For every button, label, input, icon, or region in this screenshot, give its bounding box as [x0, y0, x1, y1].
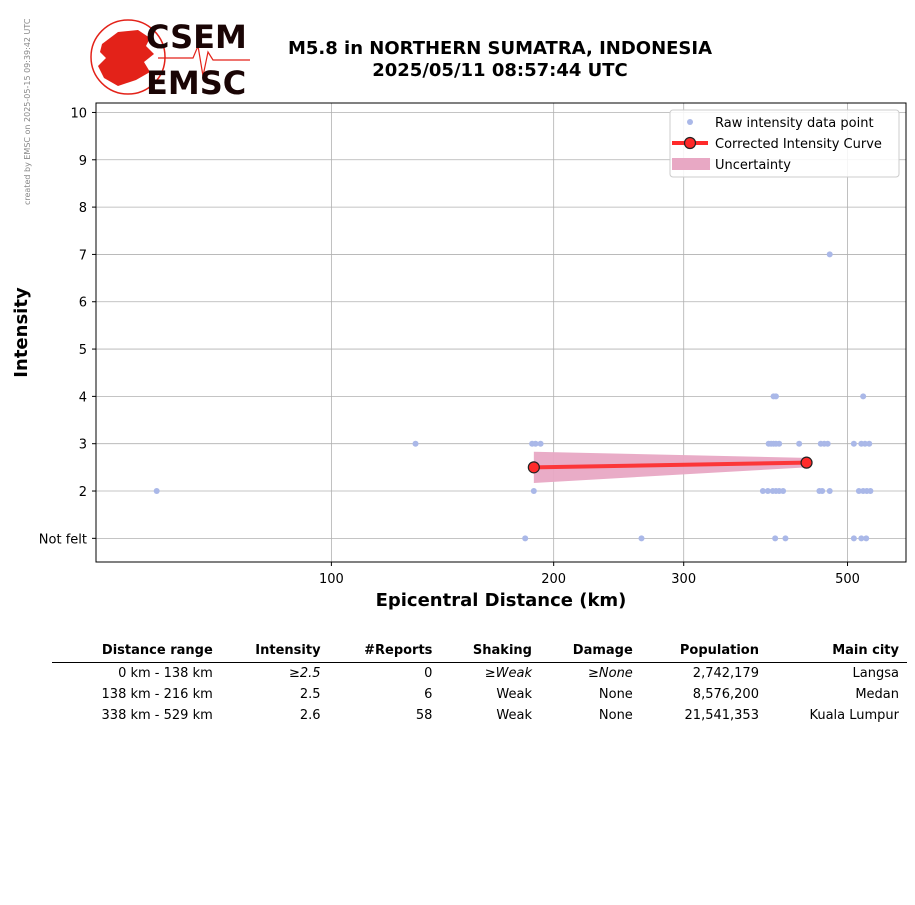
corrected-curve-marker: [800, 456, 813, 469]
cell-damage: None: [598, 708, 633, 723]
cell-damage: ≥None: [588, 666, 633, 681]
raw-data-point: [850, 535, 857, 542]
cell-distance: 138 km - 216 km: [101, 687, 213, 702]
raw-data-point: [530, 488, 537, 495]
logo-text-emsc: EMSC: [146, 64, 246, 102]
col-population: Population: [679, 643, 759, 658]
raw-data-point: [522, 535, 529, 542]
raw-data-point: [819, 488, 826, 495]
y-tick-label: 10: [70, 106, 87, 121]
summary-table: Distance range Intensity #Reports Shakin…: [52, 640, 907, 726]
logo-map: [98, 30, 154, 86]
cell-shaking: Weak: [496, 708, 532, 723]
raw-data-point: [826, 488, 833, 495]
cell-intensity: 2.5: [299, 687, 321, 702]
x-tick-label: 500: [835, 572, 860, 587]
logo-ring: [90, 19, 166, 95]
chart-title-line2: 2025/05/11 08:57:44 UTC: [372, 60, 628, 81]
raw-data-point: [866, 440, 873, 447]
table-header-row: Distance range Intensity #Reports Shakin…: [52, 640, 907, 663]
chart-title-line1: M5.8 in NORTHERN SUMATRA, INDONESIA: [287, 38, 713, 59]
logo-text-csem: CSEM: [146, 18, 247, 56]
raw-data-point: [858, 535, 865, 542]
raw-data-point: [826, 251, 833, 258]
raw-data-point: [855, 488, 862, 495]
cell-shaking: Weak: [496, 687, 532, 702]
x-tick-label: 200: [541, 572, 566, 587]
col-distance: Distance range: [101, 643, 213, 658]
plot-frame: [95, 102, 907, 563]
y-tick-label: 2: [79, 485, 87, 500]
cell-population: 8,576,200: [692, 687, 759, 702]
y-axis-label: Intensity: [11, 287, 32, 378]
y-tick-label: 3: [79, 438, 87, 453]
table-row: 338 km - 529 km 2.6 58 Weak None 21,541,…: [52, 705, 907, 726]
legend-raw-label: Raw intensity data point: [715, 116, 874, 131]
cell-population: 2,742,179: [692, 666, 759, 681]
legend-curve-marker: [683, 136, 697, 150]
legend-raw-marker: [687, 119, 693, 125]
y-tick-label: 7: [79, 248, 87, 263]
col-damage: Damage: [572, 643, 633, 658]
y-tick-label: 9: [79, 154, 87, 169]
logo-seismogram: [158, 43, 250, 77]
raw-data-point: [638, 535, 645, 542]
raw-data-point: [867, 488, 874, 495]
raw-data-point: [862, 440, 869, 447]
cell-distance: 338 km - 529 km: [101, 708, 213, 723]
y-tick-label: 8: [79, 201, 87, 216]
legend-band-swatch: [672, 158, 710, 170]
raw-data-point: [772, 535, 779, 542]
uncertainty-band: [533, 451, 807, 483]
y-tick-label: Not felt: [39, 532, 87, 547]
cell-main-city: Langsa: [852, 666, 899, 681]
intensity-chart: 100 200 300 500 Not felt 2 3 4 5 6 7 8 9 10 Epicentral…: [11, 102, 907, 611]
cell-population: 21,541,353: [684, 708, 759, 723]
raw-data-point: [153, 488, 160, 495]
raw-data-point: [860, 393, 867, 400]
y-tick-label: 6: [79, 296, 87, 311]
cell-main-city: Kuala Lumpur: [809, 708, 899, 723]
y-tick-label: 5: [79, 343, 87, 358]
x-tick-label: 300: [671, 572, 696, 587]
raw-data-point: [772, 393, 779, 400]
cell-main-city: Medan: [855, 687, 899, 702]
raw-data-point: [412, 440, 419, 447]
raw-data-point: [764, 488, 771, 495]
table-row: 138 km - 216 km 2.5 6 Weak None 8,576,20…: [52, 684, 907, 705]
cell-reports: 6: [424, 687, 433, 702]
table-row: 0 km - 138 km ≥2.5 0 ≥Weak ≥None 2,742,1…: [52, 663, 907, 685]
cell-reports: 58: [415, 708, 433, 723]
cell-damage: None: [598, 687, 633, 702]
legend-curve-label: Corrected Intensity Curve: [715, 137, 882, 152]
chart-title: M5.8 in NORTHERN SUMATRA, INDONESIA 2025…: [255, 38, 745, 82]
col-intensity: Intensity: [255, 643, 321, 658]
raw-data-point: [850, 440, 857, 447]
col-reports: #Reports: [364, 643, 433, 658]
x-axis-label: Epicentral Distance (km): [376, 590, 627, 611]
corrected-curve-line: [533, 460, 807, 470]
cell-intensity: 2.6: [299, 708, 321, 723]
cell-distance: 0 km - 138 km: [118, 666, 213, 681]
legend-band-label: Uncertainty: [715, 158, 791, 173]
raw-data-point: [824, 440, 831, 447]
raw-data-point: [759, 488, 766, 495]
cell-reports: 0: [424, 666, 433, 681]
y-tick-label: 4: [79, 390, 87, 405]
col-shaking: Shaking: [472, 643, 532, 658]
x-tick-label: 100: [319, 572, 344, 587]
raw-data-point: [796, 440, 803, 447]
raw-data-point: [863, 535, 870, 542]
cell-shaking: ≥Weak: [484, 666, 532, 681]
raw-data-point: [776, 440, 783, 447]
corrected-curve-marker: [527, 461, 540, 474]
raw-data-point: [537, 440, 544, 447]
raw-data-point: [782, 535, 789, 542]
raw-data-point: [780, 488, 787, 495]
legend-box: [669, 109, 900, 178]
emsc-logo: CSEM EMSC: [90, 18, 250, 102]
raw-data-point: [532, 440, 539, 447]
cell-intensity: ≥2.5: [288, 666, 321, 681]
col-main-city: Main city: [832, 643, 899, 658]
